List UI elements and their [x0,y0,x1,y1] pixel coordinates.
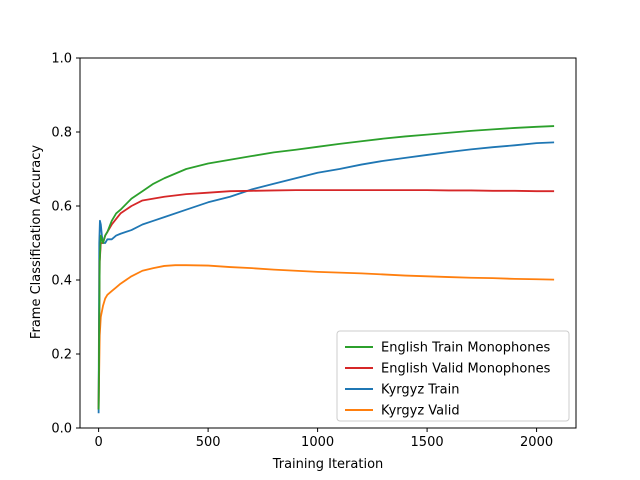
x-axis: 0 500 1000 1500 2000 [94,428,553,450]
y-tick-label: 0.4 [51,274,72,289]
series-line-2 [97,141,555,414]
legend-label: English Train Monophones [381,341,550,356]
legend-label: Kyrgyz Valid [381,404,460,419]
y-axis-label: Frame Classification Accuracy [29,145,44,339]
y-tick-label: 0.0 [51,422,72,437]
y-tick-label: 0.6 [51,200,72,215]
series-line-3 [97,264,555,410]
x-tick-label: 2000 [520,435,553,450]
x-axis-label: Training Iteration [272,457,384,472]
y-tick-label: 1.0 [51,52,72,67]
y-axis: 0.0 0.2 0.4 0.6 0.8 1.0 [51,52,80,437]
x-tick-label: 1000 [301,435,334,450]
x-tick-label: 0 [94,435,102,450]
plot-frame [79,57,577,429]
series-line-0 [97,125,555,410]
x-tick-label: 500 [196,435,221,450]
plot-lines [97,125,555,414]
legend-label: Kyrgyz Train [381,383,459,398]
legend: English Train Monophones English Valid Mo… [336,330,570,422]
y-tick-label: 0.8 [51,126,72,141]
legend-box [336,330,570,422]
legend-label: English Valid Monophones [381,362,551,377]
x-tick-label: 1500 [411,435,444,450]
y-tick-label: 0.2 [51,348,72,363]
